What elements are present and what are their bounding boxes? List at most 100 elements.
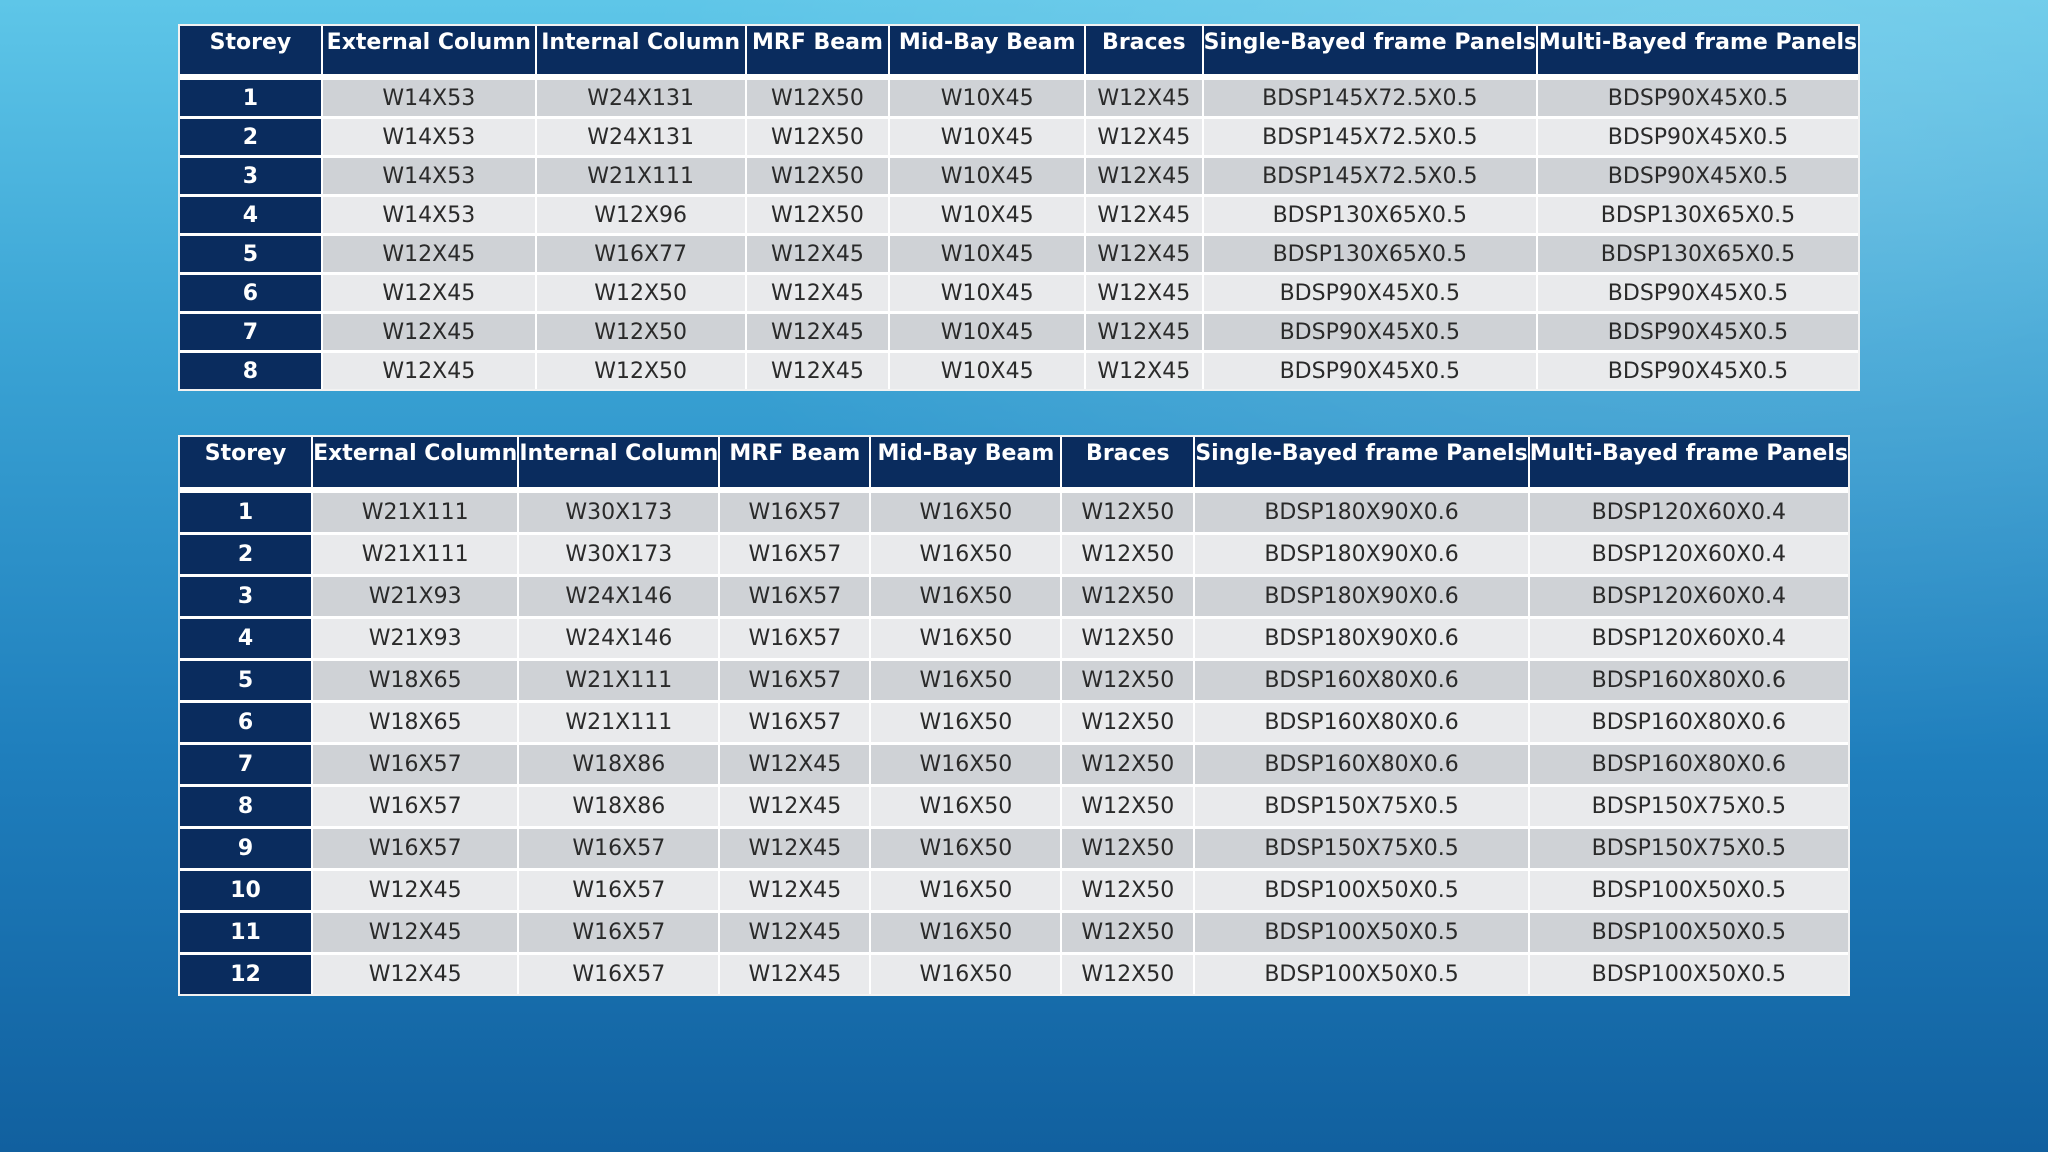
storey-cell: 2 [180,535,314,577]
single-bayed-panel-cell: BDSP180X90X0.6 [1195,577,1530,619]
table-row: 8 W16X57 W18X86 W12X45 W16X50 W12X50 BDSP150X7… [180,787,1848,829]
internal-column-cell: W16X57 [519,829,721,871]
table-row: 2 W21X111 W30X173 W16X57 W16X50 W12X50 BDSP180… [180,535,1848,577]
multi-bayed-panel-cell: BDSP90X45X0.5 [1537,80,1858,119]
table-row: 1 W14X53 W24X131 W12X50 W10X45 W12X45 BDSP145X… [180,80,1858,119]
table-row: 9 W16X57 W16X57 W12X45 W16X50 W12X50 BDSP150X7… [180,829,1848,871]
single-bayed-panel-cell: BDSP160X80X0.6 [1195,745,1530,787]
braces-cell: W12X45 [1086,119,1204,158]
header-braces: Braces [1086,26,1204,80]
external-column-cell: W18X65 [313,703,520,745]
external-column-cell: W21X93 [313,619,520,661]
multi-bayed-panel-cell: BDSP150X75X0.5 [1529,829,1848,871]
header-braces: Braces [1062,437,1196,493]
mrf-beam-cell: W12X45 [720,787,872,829]
storey-cell: 4 [180,197,323,236]
header-multi-bayed-panels: Multi-Bayed frame Panels [1537,26,1858,80]
external-column-cell: W21X93 [313,577,520,619]
table-row: 1 W21X111 W30X173 W16X57 W16X50 W12X50 BDSP180… [180,493,1848,535]
multi-bayed-panel-cell: BDSP120X60X0.4 [1529,535,1848,577]
storey-cell: 3 [180,577,314,619]
storey-cell: 2 [180,119,323,158]
header-single-bayed-panels: Single-Bayed frame Panels [1195,437,1530,493]
external-column-cell: W12X45 [313,955,520,994]
external-column-cell: W12X45 [322,314,537,353]
braces-cell: W12X50 [1062,535,1196,577]
external-column-cell: W14X53 [322,119,537,158]
storey-cell: 7 [180,745,314,787]
internal-column-cell: W30X173 [519,493,721,535]
braces-cell: W12X45 [1086,158,1204,197]
mid-bay-beam-cell: W16X50 [871,703,1063,745]
external-column-cell: W16X57 [313,829,520,871]
internal-column-cell: W18X86 [519,787,721,829]
mrf-beam-cell: W12X45 [746,314,891,353]
mid-bay-beam-cell: W10X45 [890,236,1087,275]
single-bayed-panel-cell: BDSP180X90X0.6 [1195,535,1530,577]
table-row: 2 W14X53 W24X131 W12X50 W10X45 W12X45 BDSP145X… [180,119,1858,158]
mid-bay-beam-cell: W16X50 [871,493,1063,535]
internal-column-cell: W12X50 [536,275,747,314]
storey-cell: 6 [180,703,314,745]
mid-bay-beam-cell: W16X50 [871,955,1063,994]
internal-column-cell: W24X146 [519,577,721,619]
single-bayed-panel-cell: BDSP130X65X0.5 [1203,197,1538,236]
single-bayed-panel-cell: BDSP180X90X0.6 [1195,619,1530,661]
external-column-cell: W16X57 [313,787,520,829]
table-row: 10 W12X45 W16X57 W12X45 W16X50 W12X50 BDSP100X… [180,871,1848,913]
external-column-cell: W21X111 [313,535,520,577]
mid-bay-beam-cell: W16X50 [871,535,1063,577]
single-bayed-panel-cell: BDSP145X72.5X0.5 [1203,80,1538,119]
table-header: Storey External Column Internal Column M… [180,26,1858,80]
braces-cell: W12X45 [1086,314,1204,353]
mrf-beam-cell: W16X57 [720,493,872,535]
header-internal-column: Internal Column [536,26,747,80]
multi-bayed-panel-cell: BDSP160X80X0.6 [1529,703,1848,745]
mrf-beam-cell: W12X50 [746,119,891,158]
braces-cell: W12X50 [1062,493,1196,535]
table-row: 5 W18X65 W21X111 W16X57 W16X50 W12X50 BDSP160X… [180,661,1848,703]
mid-bay-beam-cell: W10X45 [890,119,1087,158]
internal-column-cell: W12X50 [536,353,747,389]
storey-cell: 10 [180,871,314,913]
multi-bayed-panel-cell: BDSP160X80X0.6 [1529,745,1848,787]
mid-bay-beam-cell: W10X45 [890,275,1087,314]
multi-bayed-panel-cell: BDSP90X45X0.5 [1537,353,1858,389]
single-bayed-panel-cell: BDSP90X45X0.5 [1203,353,1538,389]
internal-column-cell: W30X173 [519,535,721,577]
single-bayed-panel-cell: BDSP130X65X0.5 [1203,236,1538,275]
storey-cell: 6 [180,275,323,314]
braces-cell: W12X50 [1062,577,1196,619]
storey-cell: 8 [180,353,323,389]
single-bayed-panel-cell: BDSP160X80X0.6 [1195,661,1530,703]
mrf-beam-cell: W16X57 [720,577,872,619]
braces-cell: W12X45 [1086,275,1204,314]
mrf-beam-cell: W16X57 [720,619,872,661]
mrf-beam-cell: W12X45 [746,275,891,314]
header-row: Storey External Column Internal Column M… [180,26,1858,80]
braces-cell: W12X50 [1062,955,1196,994]
mrf-beam-cell: W12X45 [746,236,891,275]
storey-cell: 5 [180,661,314,703]
mrf-beam-cell: W16X57 [720,703,872,745]
single-bayed-panel-cell: BDSP90X45X0.5 [1203,314,1538,353]
external-column-cell: W14X53 [322,158,537,197]
mid-bay-beam-cell: W16X50 [871,787,1063,829]
external-column-cell: W18X65 [313,661,520,703]
multi-bayed-panel-cell: BDSP150X75X0.5 [1529,787,1848,829]
header-external-column: External Column [313,437,520,493]
header-mid-bay-beam: Mid-Bay Beam [890,26,1087,80]
table-row: 6 W18X65 W21X111 W16X57 W16X50 W12X50 BDSP160X… [180,703,1848,745]
table-body: 1 W21X111 W30X173 W16X57 W16X50 W12X50 BDSP180… [180,493,1848,994]
table-row: 6 W12X45 W12X50 W12X45 W10X45 W12X45 BDSP90X45… [180,275,1858,314]
mid-bay-beam-cell: W10X45 [890,353,1087,389]
header-single-bayed-panels: Single-Bayed frame Panels [1203,26,1538,80]
storey-cell: 9 [180,829,314,871]
mid-bay-beam-cell: W16X50 [871,871,1063,913]
single-bayed-panel-cell: BDSP100X50X0.5 [1195,871,1530,913]
single-bayed-panel-cell: BDSP145X72.5X0.5 [1203,158,1538,197]
header-mid-bay-beam: Mid-Bay Beam [871,437,1063,493]
table-row: 3 W21X93 W24X146 W16X57 W16X50 W12X50 BDSP180X… [180,577,1848,619]
external-column-cell: W14X53 [322,197,537,236]
single-bayed-panel-cell: BDSP160X80X0.6 [1195,703,1530,745]
